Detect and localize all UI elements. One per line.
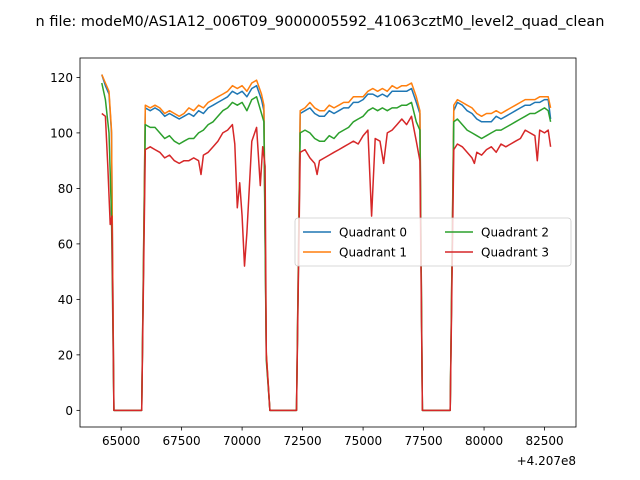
axes-frame bbox=[79, 57, 577, 428]
y-tick-label: 20 bbox=[58, 348, 73, 362]
series-line-quadrant-3 bbox=[101, 112, 552, 412]
x-tick-label: 75000 bbox=[344, 434, 382, 448]
legend-label-quadrant-1: Quadrant 1 bbox=[339, 246, 407, 260]
chart-title: n file: modeM0/AS1A12_006T09_9000005592_… bbox=[36, 14, 605, 30]
series-line-quadrant-1 bbox=[101, 74, 552, 412]
legend: Quadrant 0 Quadrant 1 Quadrant 2 Quadrant 3 bbox=[294, 217, 572, 267]
legend-label-quadrant-3: Quadrant 3 bbox=[481, 246, 549, 260]
y-tick-label: 120 bbox=[50, 71, 73, 85]
y-tick-label: 60 bbox=[58, 237, 73, 251]
legend-label-quadrant-0: Quadrant 0 bbox=[339, 226, 407, 240]
legend-box bbox=[294, 217, 572, 267]
x-axis-ticks: 65000 67500 70000 72500 75000 77500 80000 82500 bbox=[102, 427, 564, 448]
x-tick-label: 65000 bbox=[102, 434, 140, 448]
series-line-quadrant-0 bbox=[101, 74, 552, 412]
legend-label-quadrant-2: Quadrant 2 bbox=[481, 226, 549, 240]
x-tick-label: 70000 bbox=[223, 434, 261, 448]
y-tick-label: 100 bbox=[50, 126, 73, 140]
y-tick-label: 40 bbox=[58, 293, 73, 307]
y-tick-label: 80 bbox=[58, 182, 73, 196]
x-axis-offset-label: +4.207e8 bbox=[517, 454, 576, 468]
plot-area bbox=[101, 74, 552, 412]
y-axis-ticks: 0 20 40 60 80 100 120 bbox=[50, 71, 80, 418]
y-tick-label: 0 bbox=[65, 404, 73, 418]
series-line-quadrant-2 bbox=[101, 82, 552, 412]
x-tick-label: 80000 bbox=[465, 434, 503, 448]
x-tick-label: 77500 bbox=[404, 434, 442, 448]
x-tick-label: 82500 bbox=[525, 434, 563, 448]
x-tick-label: 72500 bbox=[284, 434, 322, 448]
x-tick-label: 67500 bbox=[163, 434, 201, 448]
